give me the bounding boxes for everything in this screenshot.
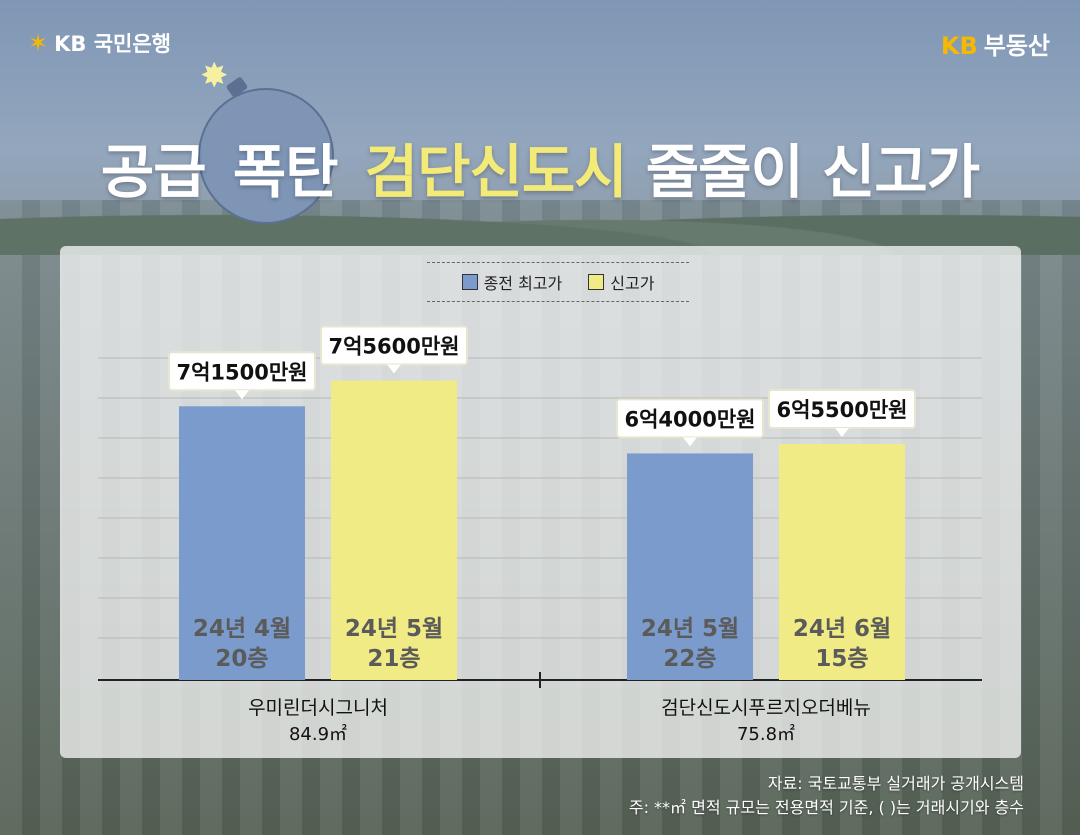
chart-legend: 종전 최고가 신고가 [427, 262, 689, 302]
bar-value-label: 7억5600만원 [328, 335, 459, 359]
title-part1: 공급 [100, 138, 207, 206]
value-callout-pointer [235, 390, 249, 400]
bar-date-label: 24년 4월 [193, 616, 291, 642]
bar [779, 444, 905, 680]
kb-realestate-kb: KB [940, 32, 978, 60]
bar-floor-label: 21층 [367, 646, 420, 672]
bar-date-label: 24년 5월 [345, 616, 443, 642]
legend-swatch-new [588, 274, 605, 290]
kb-bank-logo: ✶ KB 국민은행 [28, 28, 171, 58]
bomb-icon [198, 88, 334, 224]
category-area-label: 75.8㎡ [737, 723, 795, 745]
source-line: 자료: 국토교통부 실거래가 공개시스템 [767, 774, 1024, 793]
value-callout-pointer [387, 364, 401, 374]
title-part3: 줄줄이 신고가 [645, 138, 980, 206]
bar-floor-label: 15층 [815, 646, 868, 672]
category-label: 우미린더시그니처 [248, 697, 388, 719]
bar-value-label: 7억1500만원 [176, 360, 307, 384]
legend-swatch-previous [461, 274, 478, 290]
bar-date-label: 24년 5월 [641, 616, 739, 642]
title-part2: 폭탄 [232, 138, 339, 206]
value-callout-pointer [835, 428, 849, 437]
spark-icon: ✸ [200, 56, 229, 96]
legend-label-previous: 종전 최고가 [483, 274, 563, 293]
legend-label-new: 신고가 [610, 274, 655, 293]
bar-floor-label: 20층 [215, 646, 268, 672]
kb-bank-logo-text: KB 국민은행 [54, 32, 171, 56]
category-label: 검단신도시푸르지오더베뉴 [661, 697, 871, 719]
kb-realestate-logo: KB 부동산 [941, 26, 1050, 61]
bar-value-label: 6억4000만원 [624, 407, 755, 431]
source-note: 자료: 국토교통부 실거래가 공개시스템 주: **㎡ 면적 규모는 전용면적 … [629, 772, 1024, 820]
bar [627, 453, 753, 680]
bar [331, 380, 457, 680]
legend-item-new: 신고가 [588, 270, 654, 294]
page-title: 공급 폭탄 검단신도시 줄줄이 신고가 [0, 125, 1080, 209]
legend-item-previous: 종전 최고가 [461, 270, 563, 294]
background-hills [0, 185, 1080, 255]
footnote-line: 주: **㎡ 면적 규모는 전용면적 기준, ( )는 거래시기와 층수 [628, 798, 1024, 817]
kb-star-icon: ✶ [28, 29, 49, 57]
bar-floor-label: 22층 [663, 646, 716, 672]
title-highlight: 검단신도시 [364, 138, 628, 206]
value-callout-pointer [683, 437, 697, 447]
category-area-label: 84.9㎡ [289, 723, 347, 745]
bar [179, 406, 305, 680]
bar-date-label: 24년 6월 [793, 616, 891, 642]
kb-realestate-text: 부동산 [983, 32, 1050, 60]
bar-value-label: 6억5500만원 [776, 398, 907, 422]
